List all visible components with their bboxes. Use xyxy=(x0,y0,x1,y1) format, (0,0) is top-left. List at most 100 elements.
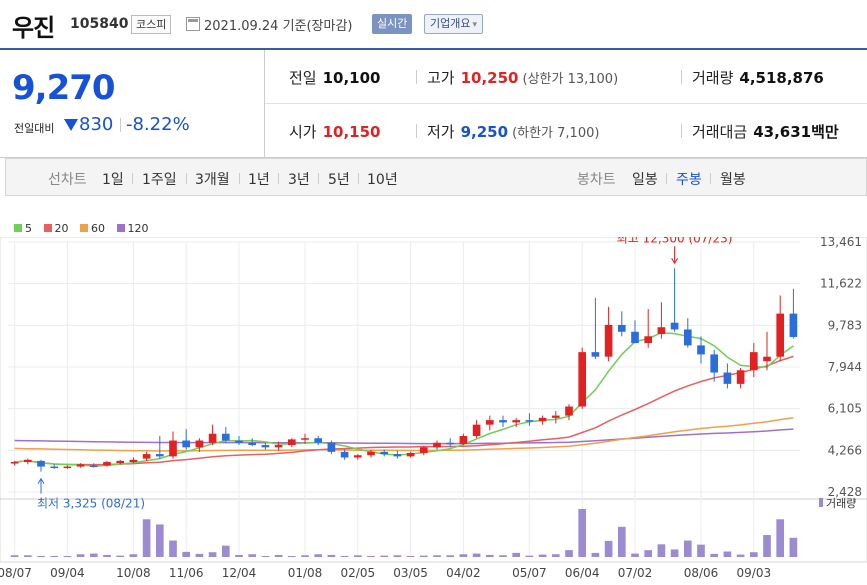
cell-divider xyxy=(416,70,417,84)
candle-body xyxy=(380,451,389,455)
candle-body xyxy=(393,454,402,457)
tab-monthly[interactable]: 월봉 xyxy=(720,172,746,188)
volume-bar xyxy=(340,555,349,557)
volume-bar xyxy=(551,554,560,557)
chart-frame xyxy=(0,237,867,563)
volume-bar xyxy=(776,519,785,557)
volume-bar xyxy=(499,555,507,557)
candle-body xyxy=(155,454,164,457)
company-info-dropdown[interactable]: 기업개요 ▾ xyxy=(424,14,484,34)
low-price: 저가 9,250 (하한가 7,100) xyxy=(427,121,599,142)
candle-body xyxy=(340,451,349,458)
x-tick-label: 02/05 xyxy=(341,566,376,580)
volume-bar xyxy=(697,544,705,557)
tab-daily[interactable]: 일봉 xyxy=(632,172,658,188)
candle-body xyxy=(301,438,309,440)
candle-body xyxy=(142,454,151,459)
candle-body xyxy=(763,356,771,362)
volume-bar xyxy=(116,555,125,557)
volume-bar xyxy=(76,554,85,557)
candle-body xyxy=(538,417,547,422)
volume-bar xyxy=(221,545,230,557)
volume-bar xyxy=(631,553,639,557)
x-tick-label: 09/04 xyxy=(50,566,85,580)
volume-bar xyxy=(670,549,679,557)
market-badge: 코스피 xyxy=(131,15,172,34)
tab-1w[interactable]: 1주일 xyxy=(142,172,177,188)
down-triangle-icon xyxy=(64,119,78,131)
candle-body xyxy=(221,433,230,441)
candle-body xyxy=(37,460,45,467)
candle-body xyxy=(499,420,507,423)
change-value: 830 xyxy=(79,114,114,135)
y-tick-label: 11,622 xyxy=(820,277,862,291)
tab-5y[interactable]: 5년 xyxy=(328,172,350,188)
tab-separator xyxy=(318,173,319,184)
candle-body xyxy=(287,439,296,446)
volume-bar xyxy=(736,554,745,557)
ma60-line xyxy=(14,417,794,452)
candle-body xyxy=(63,466,72,469)
candle-body xyxy=(182,440,191,448)
candle-body xyxy=(195,440,204,448)
tab-10y[interactable]: 10년 xyxy=(367,172,398,188)
volume-bar xyxy=(446,555,455,557)
tab-weekly[interactable]: 주봉 xyxy=(676,172,702,188)
candle-body xyxy=(512,420,521,423)
prev-close: 전일 10,100 xyxy=(289,67,381,88)
y-tick-label: 13,461 xyxy=(820,237,862,249)
legend-ma120: 120 xyxy=(116,222,149,235)
volume-bar xyxy=(10,555,19,557)
y-tick-label: 7,944 xyxy=(828,360,862,374)
candle-body xyxy=(578,352,587,407)
company-info-label: 기업개요 xyxy=(430,17,471,30)
candle-body xyxy=(565,406,573,416)
trade-amount-value: 43,631 xyxy=(753,123,812,141)
header-divider xyxy=(0,48,867,50)
volume-bar xyxy=(683,540,692,557)
x-tick-label: 08/07 xyxy=(0,566,32,580)
legend-ma5: 5 xyxy=(14,222,32,235)
volume-bar xyxy=(353,555,362,557)
low-value: 9,250 xyxy=(460,123,509,141)
open-label: 시가 xyxy=(289,123,317,141)
volume-bar xyxy=(142,519,151,557)
candle-body xyxy=(419,447,428,453)
volume-bar xyxy=(406,555,415,557)
volume-bar xyxy=(512,552,521,557)
x-tick-label: 11/06 xyxy=(169,566,204,580)
line-chart-label[interactable]: 선차트 xyxy=(48,172,87,188)
candle-body xyxy=(631,331,639,344)
candle-body xyxy=(235,440,243,443)
candle-body xyxy=(789,313,798,337)
tab-3m[interactable]: 3개월 xyxy=(195,172,230,188)
tab-1d[interactable]: 1일 xyxy=(102,172,124,188)
tab-1y[interactable]: 1년 xyxy=(248,172,270,188)
arrow-head-icon xyxy=(671,258,679,265)
tab-separator xyxy=(132,173,133,184)
volume-bar xyxy=(525,555,534,557)
legend-ma60: 60 xyxy=(80,222,105,235)
volume-bar xyxy=(419,555,428,557)
candle-chart-label[interactable]: 봉차트 xyxy=(577,172,616,188)
volume-bar xyxy=(195,553,204,557)
volume-bar xyxy=(644,550,653,557)
current-price: 9,270 xyxy=(12,68,116,108)
candle-body xyxy=(367,451,375,456)
ma120-line xyxy=(14,428,794,445)
x-tick-label: 12/04 xyxy=(222,566,257,580)
high-value: 10,250 xyxy=(460,69,519,87)
trade-amount-unit: 백만 xyxy=(811,123,839,141)
candle-body xyxy=(23,459,32,463)
volume-bar xyxy=(235,554,243,557)
candlestick-chart[interactable]: 13,461 11,622 9,783 7,944 6,105 4,266 2,428 08/… xyxy=(0,237,867,582)
tab-3y[interactable]: 3년 xyxy=(288,172,310,188)
x-tick-label: 10/08 xyxy=(116,566,151,580)
volume-bar xyxy=(169,540,177,557)
candle-body xyxy=(604,324,613,357)
y-tick-label: 2,428 xyxy=(828,485,862,499)
realtime-button[interactable]: 실시간 xyxy=(372,14,413,34)
candle-body xyxy=(657,327,666,335)
prev-close-value: 10,100 xyxy=(322,69,381,87)
volume-bar xyxy=(301,555,309,557)
